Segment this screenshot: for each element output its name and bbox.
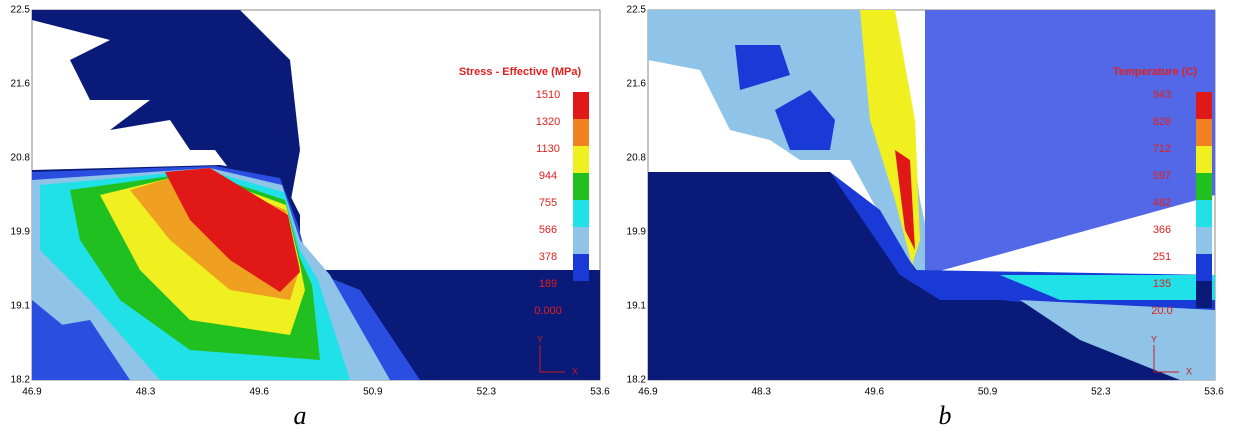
legend-label: 828 (1153, 116, 1171, 128)
x-tick-label: 46.9 (22, 387, 42, 398)
legend-label: 944 (539, 170, 557, 182)
x-tick-label: 49.6 (249, 387, 269, 398)
chip-core (775, 90, 835, 150)
legend-swatch (573, 173, 589, 200)
legend-label: 566 (539, 224, 557, 236)
legend-swatch (1196, 254, 1212, 281)
x-tick-label: 48.3 (751, 387, 771, 398)
legend-label: 755 (539, 197, 557, 209)
legend-swatch (573, 146, 589, 173)
legend-swatch (1196, 200, 1212, 227)
x-tick-label: 53.6 (590, 387, 610, 398)
legend-swatch (573, 254, 589, 281)
x-tick-label: 48.3 (136, 387, 156, 398)
panel-caption: a (294, 401, 307, 430)
y-tick-label: 20.8 (627, 153, 647, 164)
legend-swatch (1196, 146, 1212, 173)
x-tick-label: 49.6 (865, 387, 885, 398)
legend-swatch (1196, 173, 1212, 200)
legend: Stress - Effective (MPa) 1510 1320 1130 944 7… (459, 66, 589, 317)
panel-b: Temperature (C) 943 828 712 597 482 366 251 135 2… (627, 5, 1225, 430)
panel-a: Stress - Effective (MPa) 1510 1320 1130 944 7… (11, 5, 611, 430)
legend-swatch (1196, 92, 1212, 119)
legend-label: 712 (1153, 143, 1171, 155)
legend-label: 482 (1153, 197, 1171, 209)
legend-label: 378 (539, 251, 557, 263)
legend-label: 1510 (536, 89, 560, 101)
axis-label: X (1186, 366, 1192, 376)
legend-swatch (573, 227, 589, 254)
y-tick-label: 21.6 (11, 79, 31, 90)
axis-label: X (572, 366, 578, 376)
y-tick-label: 20.8 (11, 153, 31, 164)
legend-label: 20.0 (1151, 305, 1172, 317)
x-tick-label: 53.6 (1204, 387, 1224, 398)
contour (1020, 300, 1215, 380)
x-tick-label: 52.3 (477, 387, 497, 398)
legend-title: Temperature (C) (1113, 66, 1197, 78)
contour (1000, 275, 1215, 300)
legend-label: 0.000 (534, 305, 562, 317)
legend-label: 135 (1153, 278, 1171, 290)
legend-swatch (1196, 119, 1212, 146)
legend-swatch (573, 92, 589, 119)
legend-label: 1130 (536, 143, 560, 155)
legend-label: 366 (1153, 224, 1171, 236)
contour (895, 150, 915, 250)
y-tick-label: 22.5 (627, 5, 647, 16)
y-tick-label: 19.9 (11, 227, 31, 238)
legend-swatch (573, 200, 589, 227)
legend-label: 251 (1153, 251, 1171, 263)
tool (925, 10, 1215, 275)
legend-swatch (573, 119, 589, 146)
legend-swatch (1196, 281, 1212, 308)
x-tick-label: 52.3 (1091, 387, 1111, 398)
y-tick-label: 19.1 (11, 301, 31, 312)
legend-swatch (1196, 227, 1212, 254)
contour (165, 168, 300, 292)
y-tick-label: 19.9 (627, 227, 647, 238)
legend-label: 943 (1153, 89, 1171, 101)
panel-caption: b (939, 401, 952, 430)
x-tick-label: 50.9 (978, 387, 998, 398)
chip (32, 10, 300, 205)
legend: Temperature (C) 943 828 712 597 482 366 251 135 2… (1113, 66, 1212, 317)
y-tick-label: 19.1 (627, 301, 647, 312)
contour (20, 320, 130, 380)
y-tick-label: 18.2 (627, 375, 647, 386)
x-tick-label: 50.9 (363, 387, 383, 398)
y-tick-label: 22.5 (11, 5, 31, 16)
axis-label: Y (537, 334, 543, 344)
y-tick-label: 18.2 (11, 375, 31, 386)
x-tick-label: 46.9 (638, 387, 658, 398)
legend-label: 1320 (536, 116, 560, 128)
legend-label: 189 (539, 278, 557, 290)
y-tick-label: 21.6 (627, 79, 647, 90)
legend-title: Stress - Effective (MPa) (459, 66, 582, 78)
axis-label: Y (1151, 334, 1157, 344)
legend-label: 597 (1153, 170, 1171, 182)
chip-core (735, 45, 790, 90)
